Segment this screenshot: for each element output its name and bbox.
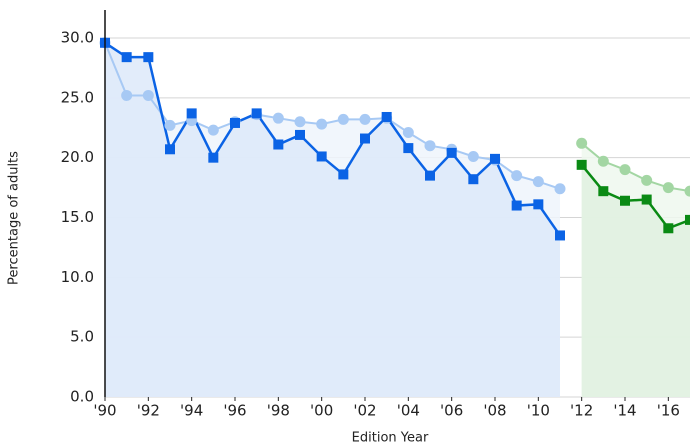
marker [337,113,349,125]
marker [598,186,609,197]
marker [555,230,565,241]
marker [381,111,392,122]
marker [511,170,523,182]
x-tick-label: '08 [483,402,506,420]
areas [105,42,690,397]
marker [533,199,544,210]
marker [272,112,284,124]
marker [316,151,327,162]
y-tick-label: 15.0 [61,208,94,226]
marker [121,89,133,101]
marker [208,152,219,163]
marker [230,117,240,128]
x-tick-label: '16 [657,402,680,420]
y-tick-label: 5.0 [70,328,94,346]
area [105,42,560,397]
line [104,42,561,190]
x-tick-label: '96 [223,402,246,420]
marker [597,155,609,167]
marker [641,174,653,186]
marker [207,124,219,136]
marker [316,118,328,130]
marker [576,159,587,170]
marker [641,194,652,205]
marker [186,108,197,119]
y-tick-label: 10.0 [61,268,94,286]
marker [402,127,414,139]
marker [619,164,631,176]
marker [663,223,674,234]
marker [251,108,262,119]
marker [143,52,154,63]
y-tick-label: 20.0 [61,148,94,166]
marker [554,183,566,195]
x-tick-label: '12 [570,402,593,420]
marker [338,169,349,180]
marker [467,150,479,162]
x-tick-label: '94 [180,402,203,420]
x-tick-label: '00 [310,402,333,420]
marker [424,140,436,152]
marker [684,185,690,197]
x-axis-label: Edition Year [352,431,429,446]
x-tick-label: '98 [267,402,290,420]
marker [142,89,154,101]
y-axis-label: Percentage of adults [7,151,22,285]
x-tick-label: '14 [613,402,636,420]
marker [359,113,371,125]
x-tick-label: '10 [527,402,550,420]
marker [294,116,306,128]
marker [446,147,457,158]
line [104,41,562,237]
marker [620,195,630,206]
marker [295,129,305,140]
marker [662,182,674,194]
marker [685,214,690,225]
markers [99,37,690,241]
x-tick-label: '90 [93,402,116,420]
x-tick-label: '06 [440,402,463,420]
x-tick-label: '04 [397,402,420,420]
y-tick-label: 30.0 [61,29,94,47]
marker [121,52,132,63]
y-tick-label: 0.0 [70,388,94,406]
marker [360,133,370,144]
y-tick-label: 25.0 [61,88,94,106]
marker [532,176,544,188]
marker [576,137,588,149]
marker [511,200,522,211]
marker [273,139,284,150]
marker [490,153,500,164]
marker [403,143,414,154]
marker [165,144,175,155]
marker [468,174,479,185]
plot-area: 0.0 5.0 10.0 15.0 20.0 25.0 30.0 '90 '92 '94 '96 '9… [61,10,690,420]
marker [425,170,435,181]
x-tick-label: '92 [137,402,160,420]
marker [164,119,176,131]
x-tick-label: '02 [353,402,376,420]
